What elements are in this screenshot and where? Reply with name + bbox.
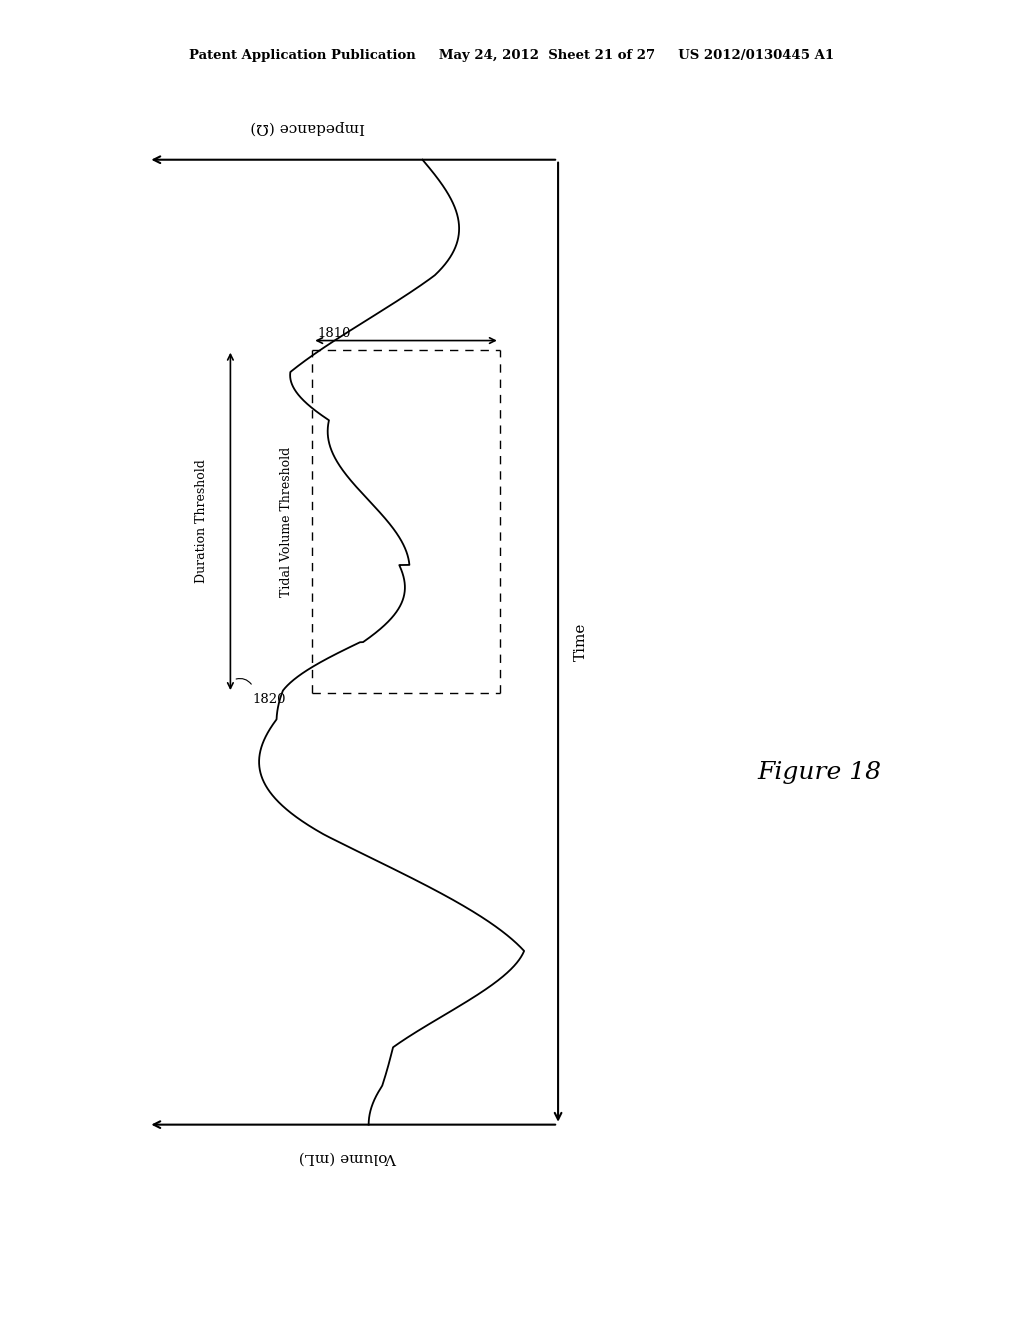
Text: Time: Time [573,623,588,661]
Text: 1820: 1820 [253,693,287,706]
Text: Tidal Volume Threshold: Tidal Volume Threshold [281,446,293,597]
Text: 1810: 1810 [317,327,351,341]
Text: Patent Application Publication     May 24, 2012  Sheet 21 of 27     US 2012/0130: Patent Application Publication May 24, 2… [189,49,835,62]
Text: Impedance (Ω): Impedance (Ω) [250,120,365,133]
Text: Figure 18: Figure 18 [757,760,882,784]
Text: Volume (mL): Volume (mL) [299,1151,397,1164]
Text: Duration Threshold: Duration Threshold [196,459,208,583]
